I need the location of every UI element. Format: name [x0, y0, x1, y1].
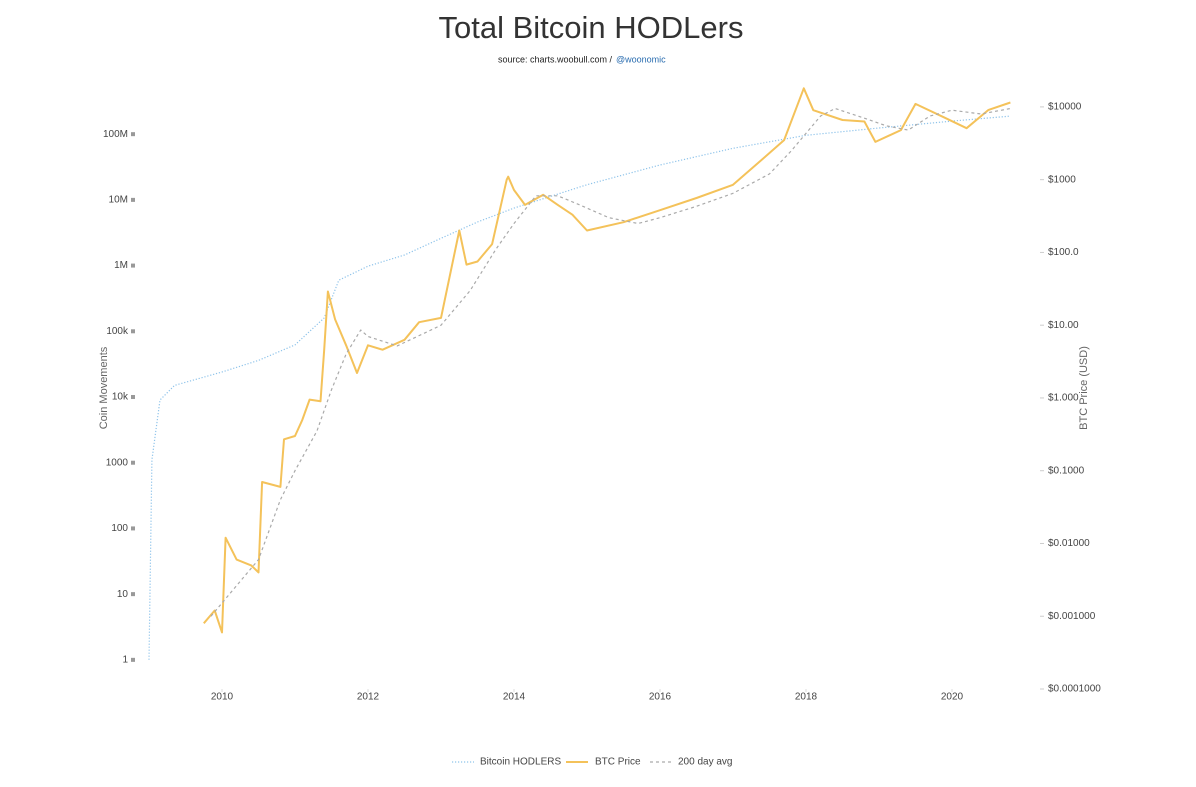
y-tick-mark — [131, 592, 135, 597]
y2-tick-label: $0.01000 — [1048, 538, 1090, 549]
x-tick-label: 2016 — [649, 692, 672, 703]
y2-tick-label: $1000 — [1048, 174, 1076, 185]
y-tick-mark — [131, 526, 135, 531]
x-tick-label: 2020 — [941, 692, 964, 703]
series-line — [148, 115, 1011, 660]
y-tick-label: 1 — [122, 654, 128, 665]
y-tick-mark — [131, 263, 135, 268]
y2-tick-label: $10000 — [1048, 102, 1082, 113]
y-tick-label: 100M — [103, 129, 128, 140]
y2-tick-label: $100.0 — [1048, 247, 1079, 258]
y2-tick-label: $0.001000 — [1048, 611, 1096, 622]
y-tick-label: 100 — [111, 523, 128, 534]
legend-label: BTC Price — [595, 757, 641, 768]
y-tick-label: 1M — [114, 260, 128, 271]
y-tick-mark — [131, 395, 135, 400]
series-line — [210, 107, 1011, 617]
chart-title: Total Bitcoin HODLers — [439, 10, 744, 45]
y-tick-label: 10k — [112, 392, 129, 403]
y2-axis-label: BTC Price (USD) — [1078, 346, 1090, 430]
y-tick-label: 10M — [109, 195, 128, 206]
y-axis-label: Coin Movements — [98, 346, 110, 429]
y2-tick-label: $0.0001000 — [1048, 684, 1101, 695]
legend: Bitcoin HODLERS BTC Price 200 day avg — [452, 757, 733, 768]
y-tick-label: 10 — [117, 589, 129, 600]
y2-tick-label: $0.1000 — [1048, 465, 1085, 476]
series-line — [203, 87, 1011, 634]
y2-tick-label: $10.00 — [1048, 320, 1079, 331]
x-tick-label: 2018 — [795, 692, 818, 703]
y-tick-mark — [131, 329, 135, 334]
y2-tick-label: $1.000 — [1048, 393, 1079, 404]
source-text: source: charts.woobull.com / — [498, 54, 613, 64]
y-tick-mark — [131, 132, 135, 137]
y-tick-mark — [131, 197, 135, 202]
x-tick-label: 2014 — [503, 692, 526, 703]
y-tick-mark — [131, 657, 135, 662]
y-tick-mark — [131, 460, 135, 465]
plot-area: 1 10 100 1000 10k 100k 1M 10M 100M $0.0001000 $0.0… — [103, 87, 1101, 703]
legend-label: 200 day avg — [678, 757, 733, 768]
x-tick-label: 2012 — [357, 692, 380, 703]
source-link[interactable]: @woonomic — [616, 54, 666, 64]
y-tick-label: 1000 — [106, 457, 129, 468]
y-tick-label: 100k — [106, 326, 129, 337]
legend-label: Bitcoin HODLERS — [480, 757, 561, 768]
x-tick-label: 2010 — [211, 692, 234, 703]
